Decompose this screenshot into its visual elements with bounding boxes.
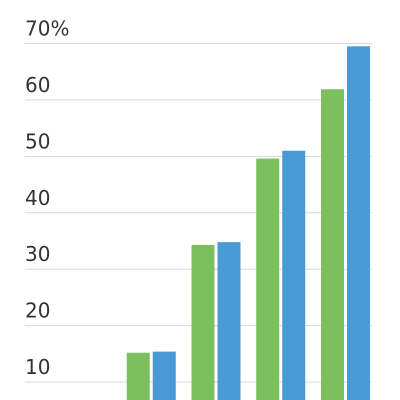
y-tick-label-10: 10 xyxy=(25,355,50,379)
bars xyxy=(126,46,370,400)
y-tick-label-30: 30 xyxy=(25,242,50,266)
bar-series2-group4 xyxy=(282,150,306,400)
y-tick-label-60: 60 xyxy=(25,73,50,97)
bar-series1-group2 xyxy=(126,352,150,400)
y-tick-label-50: 50 xyxy=(25,129,50,153)
y-tick-label-70: 70% xyxy=(25,16,69,40)
bar-series1-group4 xyxy=(256,158,280,400)
bar-series2-group3 xyxy=(217,242,241,400)
bar-series2-group2 xyxy=(152,351,176,400)
y-tick-label-40: 40 xyxy=(25,186,50,210)
y-axis-tick-labels: 10 20 30 40 50 60 70% xyxy=(25,16,69,379)
y-tick-label-20: 20 xyxy=(25,299,50,323)
bar-series2-group5 xyxy=(347,46,370,400)
bar-series1-group3 xyxy=(191,244,215,400)
bar-series1-group5 xyxy=(321,89,344,400)
